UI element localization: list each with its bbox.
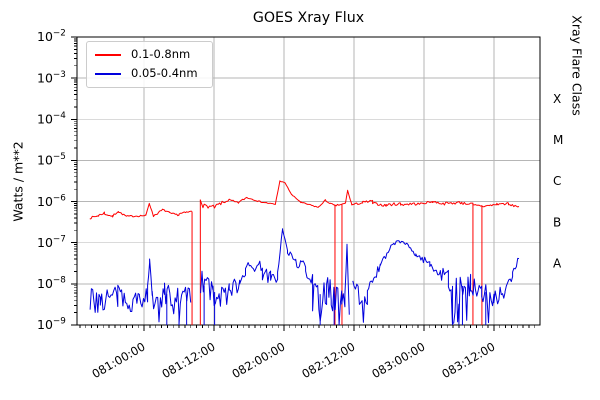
y-tick-label: 10−2 bbox=[37, 29, 66, 45]
flare-class-label: C bbox=[553, 174, 561, 188]
chart-title: GOES Xray Flux bbox=[252, 10, 365, 26]
y-tick-label: 10−7 bbox=[37, 234, 66, 250]
x-tick-label: 082:12:00 bbox=[299, 339, 357, 381]
series-blue-line bbox=[200, 228, 350, 325]
red-line-swatch bbox=[95, 54, 121, 57]
series-red-line bbox=[199, 180, 520, 209]
x-tick-label: 083:12:00 bbox=[439, 339, 497, 381]
flare-class-label: X bbox=[553, 92, 561, 106]
plot-frame bbox=[76, 36, 541, 326]
y-tick-label: 10−6 bbox=[37, 193, 66, 209]
y-axis-label: Watts / m**2 bbox=[10, 141, 26, 222]
right-axis-label: Xray Flare Class bbox=[569, 15, 585, 116]
legend: 0.1-0.8nm 0.05-0.4nm bbox=[86, 41, 213, 88]
y-tick-label: 10−5 bbox=[37, 152, 66, 168]
legend-label-red: 0.1-0.8nm bbox=[131, 47, 191, 62]
x-tick-label: 081:00:00 bbox=[89, 339, 147, 381]
x-tick-label: 082:00:00 bbox=[229, 339, 287, 381]
flare-class-label: A bbox=[553, 256, 562, 270]
y-tick-label: 10−3 bbox=[37, 70, 66, 86]
legend-entry-blue: 0.05-0.4nm bbox=[87, 68, 212, 80]
x-tick-label: 081:12:00 bbox=[159, 339, 217, 381]
legend-label-blue: 0.05-0.4nm bbox=[131, 66, 198, 81]
blue-line-swatch bbox=[95, 72, 121, 75]
legend-entry-red: 0.1-0.8nm bbox=[87, 49, 212, 61]
y-tick-label: 10−9 bbox=[37, 317, 66, 333]
series-blue-line bbox=[352, 240, 520, 325]
flare-class-label: B bbox=[553, 215, 561, 229]
series-red-line bbox=[89, 202, 192, 220]
flare-class-label: M bbox=[553, 133, 563, 147]
y-tick-label: 10−8 bbox=[37, 276, 66, 292]
y-tick-label: 10−4 bbox=[37, 111, 66, 127]
series-blue-line bbox=[89, 258, 192, 325]
x-tick-label: 083:00:00 bbox=[369, 339, 427, 381]
